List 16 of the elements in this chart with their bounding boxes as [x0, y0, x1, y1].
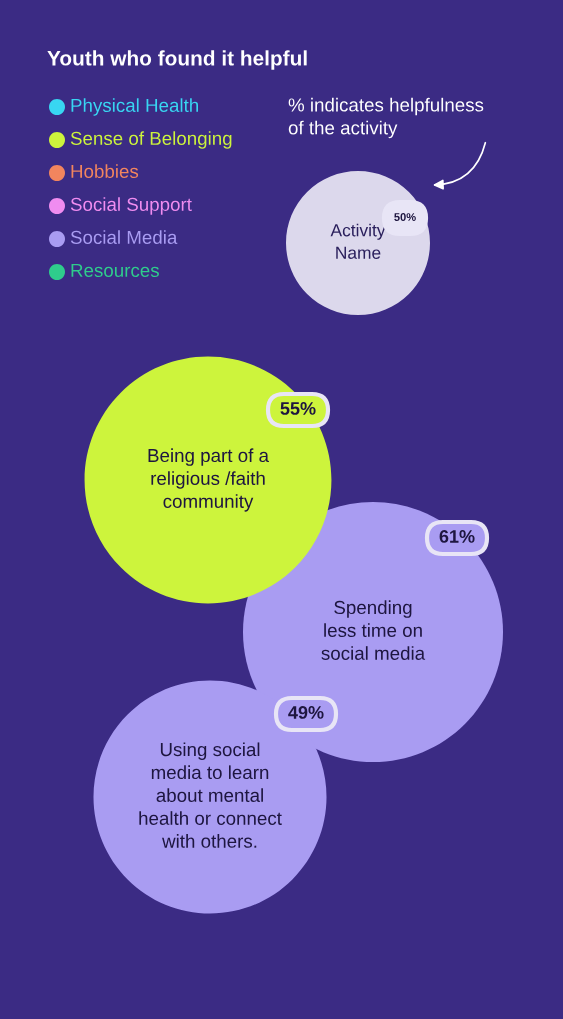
- text: Activity Name: [330, 223, 386, 259]
- category-label: Spending less time on social media: [321, 600, 426, 660]
- legend-label: Social Media: [70, 230, 178, 245]
- legend-label: Resources: [71, 263, 159, 278]
- legend-label: Sense of Belonging: [70, 131, 232, 149]
- text: Youth who found it helpful: [47, 50, 307, 70]
- legend-label: Hobbies: [71, 164, 139, 179]
- data-label: 61%: [439, 530, 475, 543]
- legend-label: Physical Health: [71, 98, 199, 116]
- category-label: Being part of a religious /faith community: [148, 448, 269, 512]
- legend-label: Social Support: [70, 197, 192, 215]
- category-label: Using social media to learn about mental health or connect with others.: [139, 742, 282, 848]
- data-label: 55%: [280, 402, 316, 415]
- data-label: 49%: [288, 706, 324, 719]
- text: % indicates helpfulness of the activity: [288, 97, 484, 139]
- text: 50%: [394, 213, 416, 221]
